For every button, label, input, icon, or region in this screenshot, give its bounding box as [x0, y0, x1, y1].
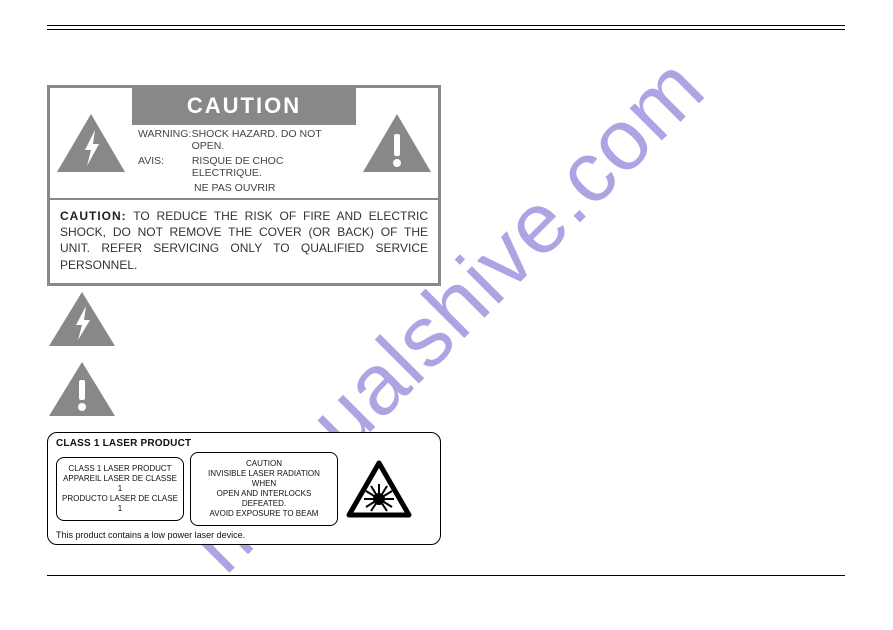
caution-row-text: NE PAS OUVRIR: [194, 182, 276, 194]
page-top-rules: [47, 25, 845, 30]
laser-b-line: OPEN AND INTERLOCKS DEFEATED.: [195, 489, 333, 509]
caution-row-text: SHOCK HAZARD. DO NOT OPEN.: [192, 128, 350, 152]
caution-row: NE PAS OUVRIR: [138, 182, 350, 194]
laser-a-line: CLASS 1 LASER PRODUCT: [61, 464, 179, 474]
laser-b-line: AVOID EXPOSURE TO BEAM: [195, 509, 333, 519]
laser-a-line: APPAREIL LASER DE CLASSE 1: [61, 474, 179, 494]
caution-row-text: RISQUE DE CHOC ELECTRIQUE.: [192, 155, 350, 179]
caution-header-row: CAUTION WARNING: SHOCK HAZARD. DO NOT OP…: [50, 88, 438, 198]
caution-panel: CAUTION WARNING: SHOCK HAZARD. DO NOT OP…: [47, 85, 441, 286]
laser-triangle-icon: [344, 460, 414, 518]
laser-panel: CLASS 1 LASER PRODUCT CLASS 1 LASER PROD…: [47, 432, 441, 545]
caution-row-label: [138, 182, 194, 194]
shock-triangle-icon: [47, 290, 117, 353]
caution-row-label: AVIS:: [138, 155, 192, 179]
laser-a-line: PRODUCTO LASER DE CLASE 1: [61, 494, 179, 514]
caution-header-mid: CAUTION WARNING: SHOCK HAZARD. DO NOT OP…: [132, 88, 356, 198]
laser-b-line: CAUTION: [195, 459, 333, 469]
laser-subbox-b: CAUTION INVISIBLE LASER RADIATION WHEN O…: [190, 452, 338, 526]
bottom-rule: [47, 575, 845, 576]
exclaim-triangle-icon: [47, 360, 117, 423]
caution-row: AVIS: RISQUE DE CHOC ELECTRIQUE.: [138, 155, 350, 179]
laser-title: CLASS 1 LASER PRODUCT: [56, 438, 432, 449]
exclaim-triangle-icon: [356, 88, 438, 198]
shock-triangle-icon: [50, 88, 132, 198]
caution-body-text: CAUTION: TO REDUCE THE RISK OF FIRE AND …: [50, 198, 438, 283]
laser-subbox-a: CLASS 1 LASER PRODUCT APPAREIL LASER DE …: [56, 457, 184, 521]
caution-row-label: WARNING:: [138, 128, 192, 152]
laser-row: CLASS 1 LASER PRODUCT APPAREIL LASER DE …: [56, 452, 432, 526]
caution-body-bold: CAUTION:: [60, 209, 127, 223]
laser-b-line: INVISIBLE LASER RADIATION WHEN: [195, 469, 333, 489]
caution-row: WARNING: SHOCK HAZARD. DO NOT OPEN.: [138, 128, 350, 152]
caution-warning-rows: WARNING: SHOCK HAZARD. DO NOT OPEN. AVIS…: [132, 125, 356, 198]
laser-footer: This product contains a low power laser …: [56, 530, 432, 540]
caution-title: CAUTION: [132, 88, 356, 125]
